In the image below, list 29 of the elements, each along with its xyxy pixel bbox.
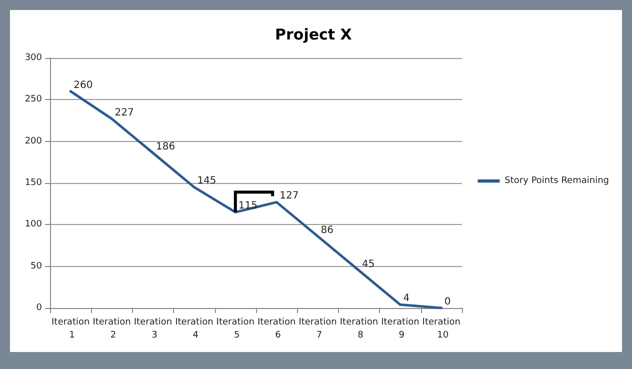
data-label: 145 <box>197 176 216 187</box>
x-tick-label: Iteration 7 <box>298 318 337 340</box>
y-tick-label: 150 <box>24 178 42 188</box>
legend-label: Story Points Remaining <box>504 176 610 186</box>
data-label: 86 <box>320 224 334 236</box>
data-label: 0 <box>444 296 451 308</box>
y-tick-label: 100 <box>24 220 42 230</box>
x-tick-label: Iteration 8 <box>340 318 378 340</box>
x-tick-label: Iteration 6 <box>258 318 296 340</box>
y-tick-label: 50 <box>30 261 42 272</box>
y-tick-label: 250 <box>24 94 42 105</box>
x-tick-label: Iteration 10 <box>422 318 460 340</box>
x-tick-label: Iteration 2 <box>92 318 131 340</box>
y-tick-label: 300 <box>24 53 42 63</box>
chart-title: Project X <box>275 26 352 44</box>
x-tick-label: Iteration 4 <box>175 318 214 340</box>
y-tick-label: 0 <box>36 303 42 313</box>
data-label: 260 <box>74 80 93 91</box>
x-tick-label: Iteration 5 <box>216 318 254 340</box>
y-tick-label: 200 <box>24 136 42 146</box>
x-tick-label: Iteration 3 <box>134 318 172 340</box>
data-label: 186 <box>156 142 176 152</box>
data-label: 227 <box>114 107 134 118</box>
data-label: 45 <box>362 259 375 270</box>
data-label: 127 <box>280 190 299 202</box>
line-series <box>69 90 443 310</box>
x-tick-label: Iteration 1 <box>52 318 90 340</box>
x-tick-label: Iteration 9 <box>381 318 420 340</box>
data-label: 4 <box>403 293 410 304</box>
